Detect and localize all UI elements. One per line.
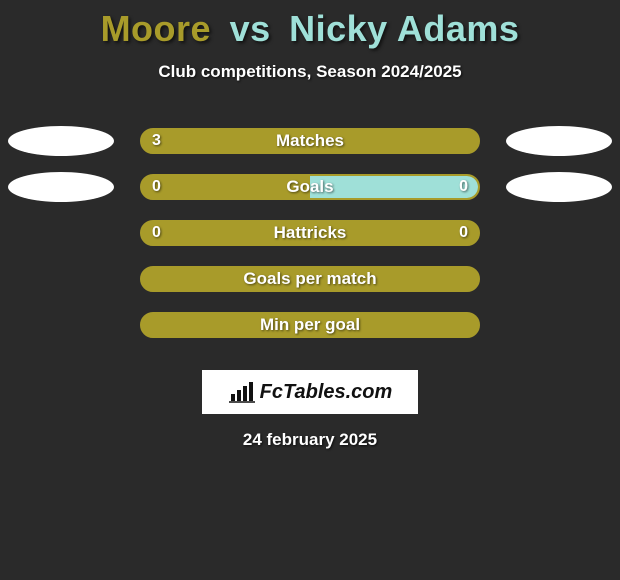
stat-pill: Goals per match <box>140 266 480 292</box>
stat-pill: Matches3 <box>140 128 480 154</box>
logo: FcTables.com <box>228 380 393 404</box>
stat-row: Hattricks0 0 <box>0 210 620 256</box>
stat-row: Goals per match <box>0 256 620 302</box>
stat-row: Matches3 <box>0 118 620 164</box>
stat-pill: Goals0 0 <box>140 174 480 200</box>
page-title: Moore vs Nicky Adams <box>0 0 620 50</box>
stat-value-left: 3 <box>142 130 171 152</box>
stat-value-left: 0 <box>142 222 171 244</box>
logo-text: FcTables.com <box>260 381 393 404</box>
stat-row: Goals0 0 <box>0 164 620 210</box>
stat-rows: Matches3Goals00Hattricks00Goals per matc… <box>0 118 620 348</box>
stat-label: Hattricks <box>142 222 478 244</box>
stat-label: Min per goal <box>142 314 478 336</box>
stat-pill: Min per goal <box>140 312 480 338</box>
stat-label: Goals <box>142 176 478 198</box>
subtitle: Club competitions, Season 2024/2025 <box>0 62 620 82</box>
stat-label: Goals per match <box>142 268 478 290</box>
stat-label: Matches <box>142 130 478 152</box>
chart-icon <box>228 380 256 404</box>
player-ellipse-right <box>506 126 612 156</box>
date: 24 february 2025 <box>0 430 620 450</box>
logo-box: FcTables.com <box>202 370 418 414</box>
player-ellipse-right <box>506 172 612 202</box>
stat-value-right: 0 <box>449 176 478 198</box>
player-ellipse-left <box>8 126 114 156</box>
stat-value-left: 0 <box>142 176 171 198</box>
player2-name: Nicky Adams <box>289 8 519 49</box>
stat-value-right: 0 <box>449 222 478 244</box>
stat-pill: Hattricks0 0 <box>140 220 480 246</box>
player1-name: Moore <box>101 8 212 49</box>
stat-row: Min per goal <box>0 302 620 348</box>
vs-text: vs <box>230 8 271 49</box>
player-ellipse-left <box>8 172 114 202</box>
